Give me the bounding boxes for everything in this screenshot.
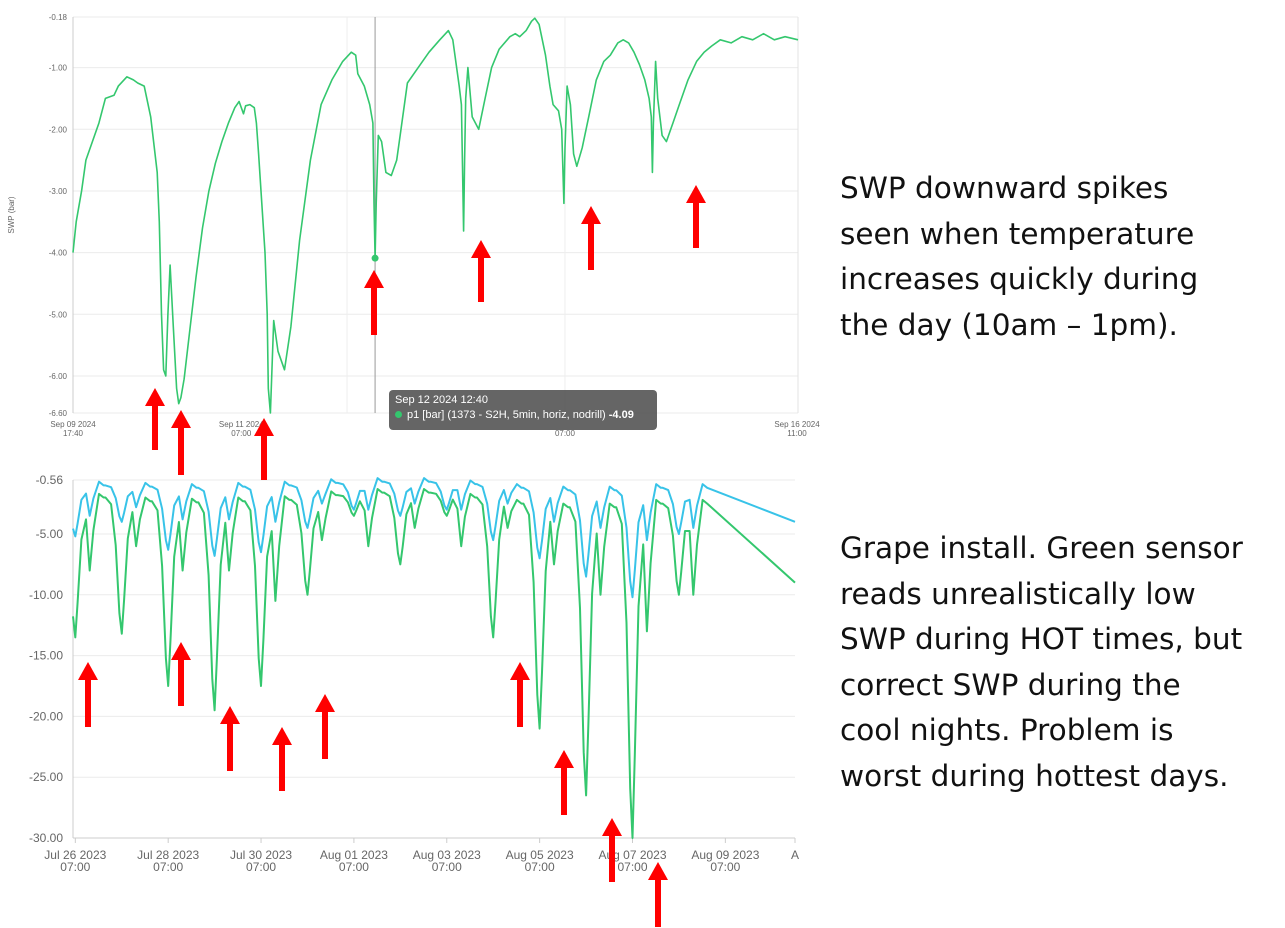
top-y-tick-label: -6.60 — [49, 409, 68, 418]
bottom-x-tick-sublabel: 07:00 — [710, 860, 740, 874]
top-y-tick-label: -1.00 — [49, 64, 68, 73]
tooltip-time: Sep 12 2024 12:40 — [395, 394, 488, 406]
red-arrow-head — [364, 270, 384, 288]
red-arrow-shaft — [227, 720, 233, 771]
top-y-tick-label: -2.00 — [49, 125, 68, 134]
bottom-series-line-green — [72, 488, 796, 839]
annotation-text-bottom: Grape install. Green sensor reads unreal… — [840, 531, 1243, 793]
red-arrow-head — [254, 418, 274, 436]
red-arrow-shaft — [152, 402, 158, 450]
tooltip-series: p1 [bar] (1373 - S2H, 5min, horiz, nodri… — [407, 409, 606, 421]
red-arrow-shaft — [478, 254, 484, 302]
tooltip-series-line: p1 [bar] (1373 - S2H, 5min, horiz, nodri… — [395, 408, 651, 423]
bottom-y-tick-label: -10.00 — [29, 588, 63, 602]
red-arrow-head — [272, 727, 292, 745]
red-arrow-shaft — [371, 284, 377, 335]
bottom-x-tick-label: Jul 30 2023 — [230, 848, 292, 862]
red-arrow-shaft — [85, 676, 91, 727]
top-y-tick-label: -5.00 — [49, 310, 68, 319]
chart-tooltip: Sep 12 2024 12:40 p1 [bar] (1373 - S2H, … — [389, 390, 657, 430]
bottom-y-tick-label: -30.00 — [29, 831, 63, 845]
top-highlight-point — [371, 254, 379, 262]
bottom-y-tick-label: -15.00 — [29, 649, 63, 663]
red-arrow-head — [510, 662, 530, 680]
bottom-x-tick-sublabel: 07:00 — [525, 860, 555, 874]
top-y-tick-label: -0.18 — [49, 13, 68, 22]
top-x-tick-sublabel: 17:40 — [63, 429, 84, 438]
bottom-x-tick-label: Jul 26 2023 — [44, 848, 106, 862]
bottom-x-tick-sublabel: 07:00 — [246, 860, 276, 874]
top-chart: -0.18 -1.00 -2.00 -3.00 -4.00 -5.00 -6.00 -6.60… — [7, 13, 820, 438]
red-arrow-head — [171, 642, 191, 660]
series-dot-icon — [395, 411, 402, 418]
bottom-chart: -0.56 -5.00 -10.00 -15.00 -20.00 -25.00 -30.00… — [29, 473, 799, 874]
red-arrow-head — [648, 862, 668, 880]
bottom-x-tick-sublabel: 07:00 — [153, 860, 183, 874]
top-series-line — [72, 17, 799, 414]
bottom-x-tick-sublabel: 07:00 — [617, 860, 647, 874]
bottom-x-tick-label: Aug 01 2023 — [320, 848, 388, 862]
top-y-tick-label: -6.00 — [49, 372, 68, 381]
bottom-x-tick-label: Aug 07 2023 — [598, 848, 666, 862]
red-arrow-shaft — [693, 199, 699, 248]
bottom-y-tick-label: -5.00 — [36, 527, 64, 541]
top-x-tick-sublabel: 07:00 — [231, 429, 252, 438]
red-arrow-head — [471, 240, 491, 258]
red-arrow-head — [145, 388, 165, 406]
bottom-x-tick-sublabel: 07:00 — [60, 860, 90, 874]
bottom-y-tick-label: -20.00 — [29, 709, 63, 723]
red-arrow-head — [315, 694, 335, 712]
top-x-tick-label: Sep 11 2024 — [219, 420, 264, 429]
red-arrow-head — [554, 750, 574, 768]
top-y-axis-label: SWP (bar) — [7, 196, 16, 234]
bottom-series-line-blue — [72, 477, 796, 599]
red-arrow-head — [220, 706, 240, 724]
top-y-tick-label: -4.00 — [49, 249, 68, 258]
top-x-tick-label: Sep 16 2024 — [774, 420, 820, 429]
annotation-text-top: SWP downward spikes seen when temperatur… — [840, 171, 1199, 342]
red-arrow-shaft — [655, 876, 661, 927]
red-arrow-head — [602, 818, 622, 836]
bottom-x-tick-sublabel: 07:00 — [339, 860, 369, 874]
bottom-y-tick-label: -0.56 — [36, 473, 64, 487]
red-arrow-shaft — [609, 832, 615, 882]
bottom-x-tick-label: Aug 05 2023 — [506, 848, 574, 862]
red-arrow-head — [686, 185, 706, 203]
red-arrow-shaft — [279, 741, 285, 791]
bottom-x-tick-label: A — [791, 848, 799, 862]
red-arrow-shaft — [322, 708, 328, 759]
red-arrow-shaft — [178, 656, 184, 706]
red-arrow-head — [581, 206, 601, 224]
annotation-arrows — [78, 185, 706, 927]
tooltip-value: -4.09 — [608, 409, 634, 421]
bottom-y-tick-label: -25.00 — [29, 770, 63, 784]
bottom-x-tick-label: Aug 09 2023 — [691, 848, 759, 862]
top-y-tick-label: -3.00 — [49, 187, 68, 196]
bottom-x-tick-label: Aug 03 2023 — [413, 848, 481, 862]
top-x-tick-sublabel: 07:00 — [555, 429, 576, 438]
red-arrow-shaft — [517, 676, 523, 727]
top-x-tick-sublabel: 11:00 — [787, 429, 807, 438]
top-x-tick-label: Sep 09 2024 — [50, 420, 96, 429]
bottom-x-tick-label: Jul 28 2023 — [137, 848, 199, 862]
red-arrow-head — [78, 662, 98, 680]
red-arrow-head — [171, 410, 191, 428]
red-arrow-shaft — [261, 432, 267, 480]
red-arrow-shaft — [178, 424, 184, 475]
red-arrow-shaft — [588, 220, 594, 270]
bottom-x-tick-sublabel: 07:00 — [432, 860, 462, 874]
red-arrow-shaft — [561, 764, 567, 815]
